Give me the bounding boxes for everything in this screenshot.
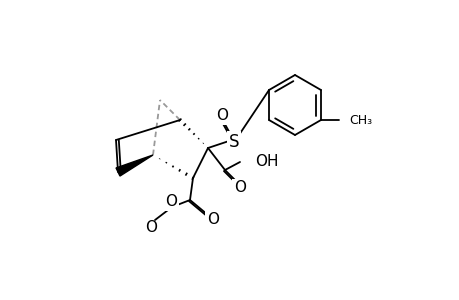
Text: O: O [216,109,228,124]
Text: CH₃: CH₃ [348,115,371,128]
Polygon shape [116,155,153,176]
Text: OH: OH [254,154,278,169]
Text: O: O [165,194,177,209]
Text: O: O [234,181,246,196]
Text: O: O [207,212,218,227]
Text: O: O [145,220,157,236]
Text: S: S [228,133,239,151]
